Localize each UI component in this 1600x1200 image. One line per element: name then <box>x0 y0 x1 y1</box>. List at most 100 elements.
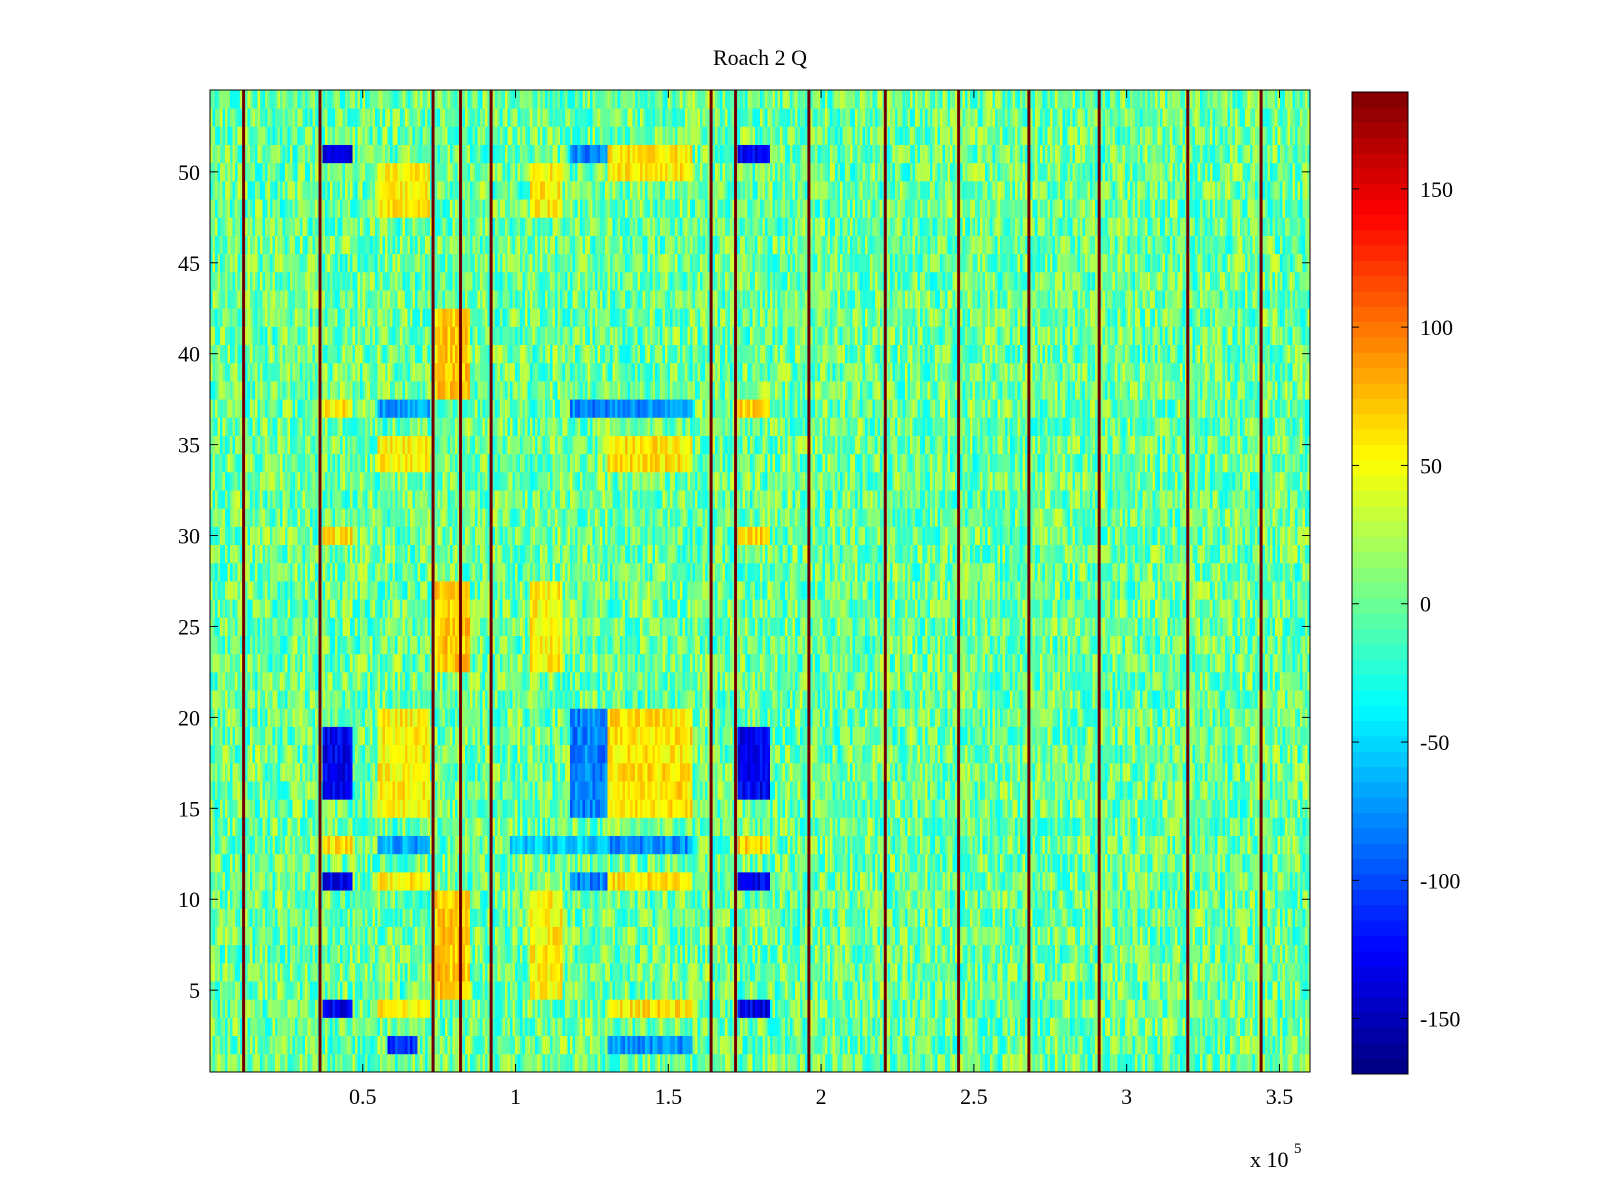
heatmap-cell <box>1018 1036 1021 1055</box>
heatmap-cell <box>443 1036 446 1055</box>
heatmap-cell <box>723 1017 726 1036</box>
heatmap-cell <box>1125 1036 1128 1055</box>
heatmap-cell <box>1158 981 1161 1000</box>
heatmap-cell <box>1150 963 1153 982</box>
heatmap-cell <box>505 1054 508 1073</box>
heatmap-cell <box>1075 963 1078 982</box>
heatmap-cell <box>383 963 386 982</box>
heatmap-cell <box>545 945 548 964</box>
heatmap-cell <box>773 999 776 1018</box>
heatmap-cell <box>1213 963 1216 982</box>
heatmap-cell <box>523 945 526 964</box>
heatmap-cell <box>420 981 423 1000</box>
heatmap-cell <box>930 1054 933 1073</box>
heatmap-cell <box>305 963 308 982</box>
heatmap-cell <box>1148 1017 1151 1036</box>
heatmap-cell <box>510 963 513 982</box>
heatmap-cell <box>923 945 926 964</box>
heatmap-cell <box>1293 1036 1296 1055</box>
heatmap-cell <box>378 963 381 982</box>
heatmap-cell <box>500 963 503 982</box>
heatmap-cell <box>755 1036 758 1055</box>
heatmap-cell <box>1283 963 1286 982</box>
heatmap-cell <box>828 945 831 964</box>
heatmap-cell <box>765 963 768 982</box>
heatmap-cell <box>838 1017 841 1036</box>
heatmap-cell <box>468 945 471 964</box>
heatmap-cell <box>560 1036 563 1055</box>
heatmap-cell <box>638 999 641 1018</box>
heatmap-cell <box>698 1017 701 1036</box>
heatmap-cell <box>425 981 428 1000</box>
heatmap-cell <box>1053 1036 1056 1055</box>
heatmap-cell <box>218 1036 221 1055</box>
heatmap-cell <box>725 1036 728 1055</box>
heatmap-cell <box>1215 1054 1218 1073</box>
heatmap-cell <box>1220 981 1223 1000</box>
heatmap-cell <box>878 999 881 1018</box>
heatmap-cell <box>578 999 581 1018</box>
heatmap-cell <box>575 981 578 1000</box>
heatmap-cell <box>405 999 408 1018</box>
heatmap-cell <box>875 945 878 964</box>
heatmap-cell <box>405 945 408 964</box>
heatmap-cell <box>588 945 591 964</box>
heatmap-cell <box>228 1036 231 1055</box>
heatmap-cell <box>813 999 816 1018</box>
heatmap-cell <box>620 963 623 982</box>
heatmap-cell <box>293 999 296 1018</box>
heatmap-cell <box>225 1017 228 1036</box>
heatmap-cell <box>388 1054 391 1073</box>
heatmap-cell <box>268 1017 271 1036</box>
heatmap-cell <box>838 999 841 1018</box>
heatmap-cell <box>840 945 843 964</box>
heatmap-cell <box>1095 963 1098 982</box>
heatmap-cell <box>338 981 341 1000</box>
heatmap-cell <box>658 963 661 982</box>
heatmap-cell <box>653 999 656 1018</box>
heatmap-cell <box>293 981 296 1000</box>
heatmap-cell <box>763 1017 766 1036</box>
heatmap-cell <box>685 1054 688 1073</box>
heatmap-cell <box>790 999 793 1018</box>
heatmap-cell <box>663 1017 666 1036</box>
heatmap-cell <box>763 963 766 982</box>
heatmap-cell <box>470 1017 473 1036</box>
heatmap-cell <box>1115 1036 1118 1055</box>
heatmap-cell <box>878 1036 881 1055</box>
heatmap-cell <box>1010 981 1013 1000</box>
heatmap-cell <box>793 1054 796 1073</box>
heatmap-cell <box>945 945 948 964</box>
heatmap-cell <box>738 945 741 964</box>
heatmap-cell <box>840 1036 843 1055</box>
heatmap-cell <box>435 1036 438 1055</box>
heatmap-cell <box>620 945 623 964</box>
heatmap-cell <box>1080 963 1083 982</box>
heatmap-cell <box>895 963 898 982</box>
heatmap-cell <box>390 963 393 982</box>
heatmap-cell <box>388 1036 391 1055</box>
heatmap-cell <box>230 963 233 982</box>
heatmap-cell <box>1048 999 1051 1018</box>
heatmap-cell <box>890 1036 893 1055</box>
heatmap-cell <box>1205 999 1208 1018</box>
heatmap-cell <box>438 963 441 982</box>
heatmap-cell <box>348 1036 351 1055</box>
heatmap-cell <box>800 999 803 1018</box>
heatmap-cell <box>1163 1036 1166 1055</box>
heatmap-cell <box>830 999 833 1018</box>
heatmap-cell <box>775 945 778 964</box>
heatmap-cell <box>230 1017 233 1036</box>
heatmap-cell <box>968 981 971 1000</box>
heatmap-cell <box>383 981 386 1000</box>
heatmap-cell <box>255 1036 258 1055</box>
heatmap-cell <box>295 1017 298 1036</box>
heatmap-cell <box>1223 963 1226 982</box>
heatmap-cell <box>555 981 558 1000</box>
heatmap-cell <box>923 1017 926 1036</box>
heatmap-cell <box>413 1054 416 1073</box>
heatmap-cell <box>1038 999 1041 1018</box>
heatmap-cell <box>1238 963 1241 982</box>
heatmap-cell <box>368 1054 371 1073</box>
heatmap-cell <box>925 1017 928 1036</box>
